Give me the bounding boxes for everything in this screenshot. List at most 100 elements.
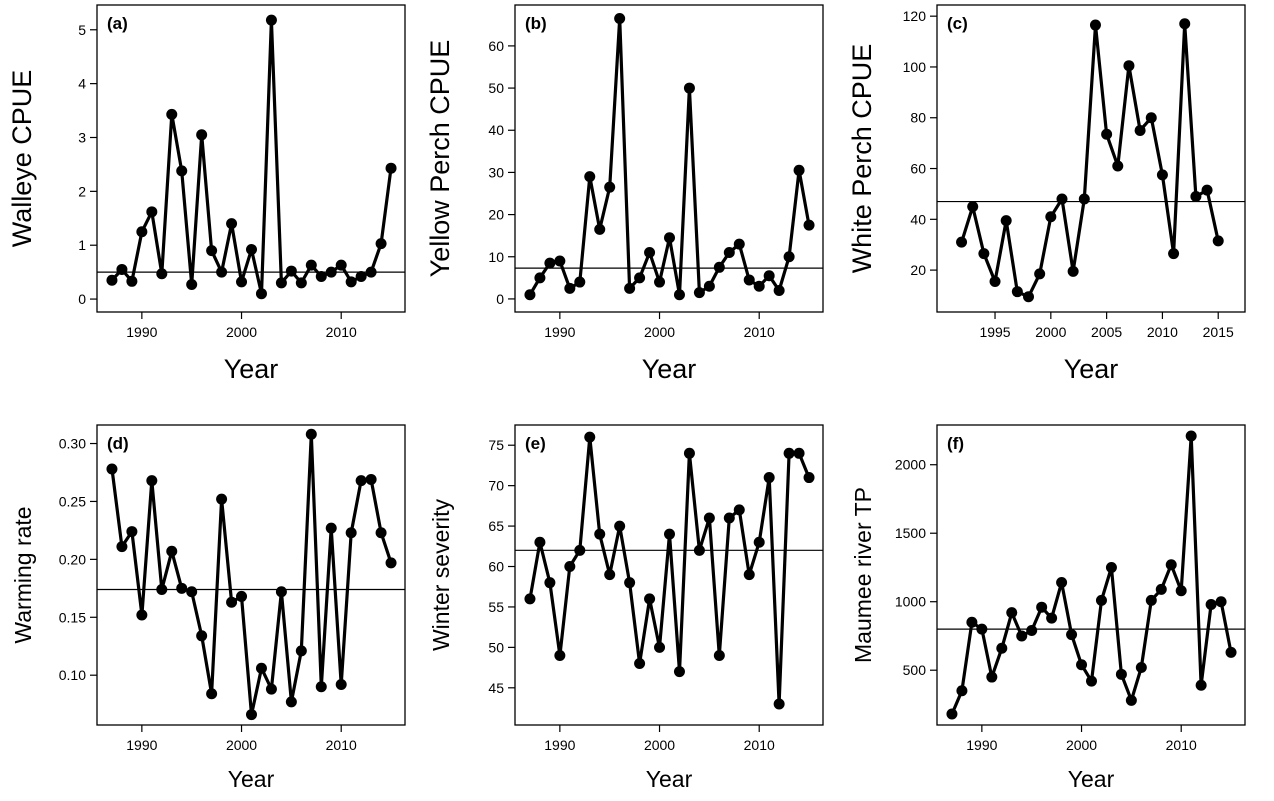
data-point (216, 493, 228, 505)
data-point (176, 165, 188, 177)
data-point (285, 696, 297, 708)
data-point (564, 282, 576, 294)
x-axis-label: Year (228, 766, 275, 792)
x-tick-label: 2000 (1066, 737, 1097, 753)
y-tick-label: 5 (78, 22, 86, 38)
plot-frame (96, 4, 406, 313)
data-point (634, 658, 646, 670)
data-point (584, 171, 596, 183)
data-point (355, 475, 367, 487)
data-point (663, 232, 675, 244)
data-point (783, 251, 795, 263)
y-tick-label: 40 (488, 122, 504, 138)
data-point (1201, 184, 1213, 196)
data-point (986, 671, 998, 683)
data-point (285, 265, 297, 277)
data-point (106, 274, 118, 286)
data-point (956, 685, 968, 697)
data-point (783, 447, 795, 459)
panel-label: (b) (525, 14, 547, 33)
x-tick-label: 2000 (644, 324, 675, 340)
data-point (683, 447, 695, 459)
data-point (663, 528, 675, 540)
data-point (315, 270, 327, 282)
data-point (146, 206, 158, 218)
x-axis-label: Year (642, 354, 697, 384)
data-point (956, 236, 968, 248)
panel: 0.10 0.15 0.20 0.25 0.30 1990 2000 2010 (d) Year W… (10, 424, 406, 792)
y-axis-label: White Perch CPUE (847, 44, 877, 274)
data-point (1145, 594, 1157, 606)
y-tick-label: 30 (488, 164, 504, 180)
x-tick-label: 1990 (544, 324, 575, 340)
data-point (554, 649, 566, 661)
x-tick-label: 1990 (126, 737, 157, 753)
panel-label: (a) (107, 14, 128, 33)
data-point (673, 289, 685, 301)
data-point (1066, 629, 1078, 641)
data-point (1112, 160, 1124, 172)
plot-frame (514, 4, 824, 313)
data-point (1078, 193, 1090, 205)
data-point (136, 226, 148, 238)
data-point (335, 678, 347, 690)
data-point (1205, 598, 1217, 610)
data-point (1168, 248, 1180, 260)
data-point (1026, 624, 1038, 636)
data-point (116, 541, 128, 553)
y-axis-label: Maumee river TP (850, 487, 876, 663)
data-point (1105, 561, 1117, 573)
data-point (733, 504, 745, 516)
data-point (534, 272, 546, 284)
x-tick-label: 2010 (1166, 737, 1197, 753)
x-tick-label: 2015 (1203, 324, 1234, 340)
plot-frame (936, 4, 1246, 313)
data-point (1125, 694, 1137, 706)
data-point (1006, 607, 1018, 619)
data-point (1045, 211, 1057, 223)
data-point (1190, 190, 1202, 202)
y-tick-label: 0.15 (59, 609, 86, 625)
data-point (265, 683, 277, 695)
data-point (1135, 661, 1147, 673)
data-point (146, 475, 158, 487)
y-tick-label: 65 (488, 518, 504, 534)
plot-frame (514, 424, 824, 726)
panel: 0 10 20 30 40 50 60 1990 2000 2010 (b) Year Yellow P… (425, 4, 824, 384)
data-point (375, 527, 387, 539)
data-point (375, 238, 387, 250)
data-point (106, 463, 118, 475)
data-point (946, 708, 958, 720)
y-tick-label: 1000 (895, 594, 926, 610)
data-point (654, 276, 666, 288)
data-point (1000, 215, 1012, 227)
data-point (355, 270, 367, 282)
data-point (644, 593, 656, 605)
data-point (1023, 291, 1035, 303)
data-point (236, 276, 248, 288)
data-point (564, 561, 576, 573)
data-point (345, 527, 357, 539)
y-tick-label: 80 (910, 110, 926, 126)
data-point (713, 261, 725, 273)
data-point (1056, 577, 1068, 589)
data-point (614, 520, 626, 532)
data-point (644, 247, 656, 259)
data-point (1095, 594, 1107, 606)
panel: 45 50 55 60 65 70 75 1990 2000 2010 (e) Year Winter … (428, 424, 824, 792)
data-point (1056, 193, 1068, 205)
data-point (236, 590, 248, 602)
data-point (524, 289, 536, 301)
data-line (528, 16, 811, 297)
y-tick-label: 70 (488, 478, 504, 494)
panel: 20 40 60 80 100 120 1995 2000 2005 2010 2015 (c) Yea… (847, 4, 1246, 384)
data-point (156, 583, 168, 595)
x-tick-label: 2010 (1147, 324, 1178, 340)
x-tick-label: 1990 (966, 737, 997, 753)
data-point (1036, 601, 1048, 613)
data-point (978, 248, 990, 260)
data-point (245, 709, 257, 721)
data-point (1085, 675, 1097, 687)
data-point (554, 255, 566, 267)
data-point (544, 257, 556, 269)
